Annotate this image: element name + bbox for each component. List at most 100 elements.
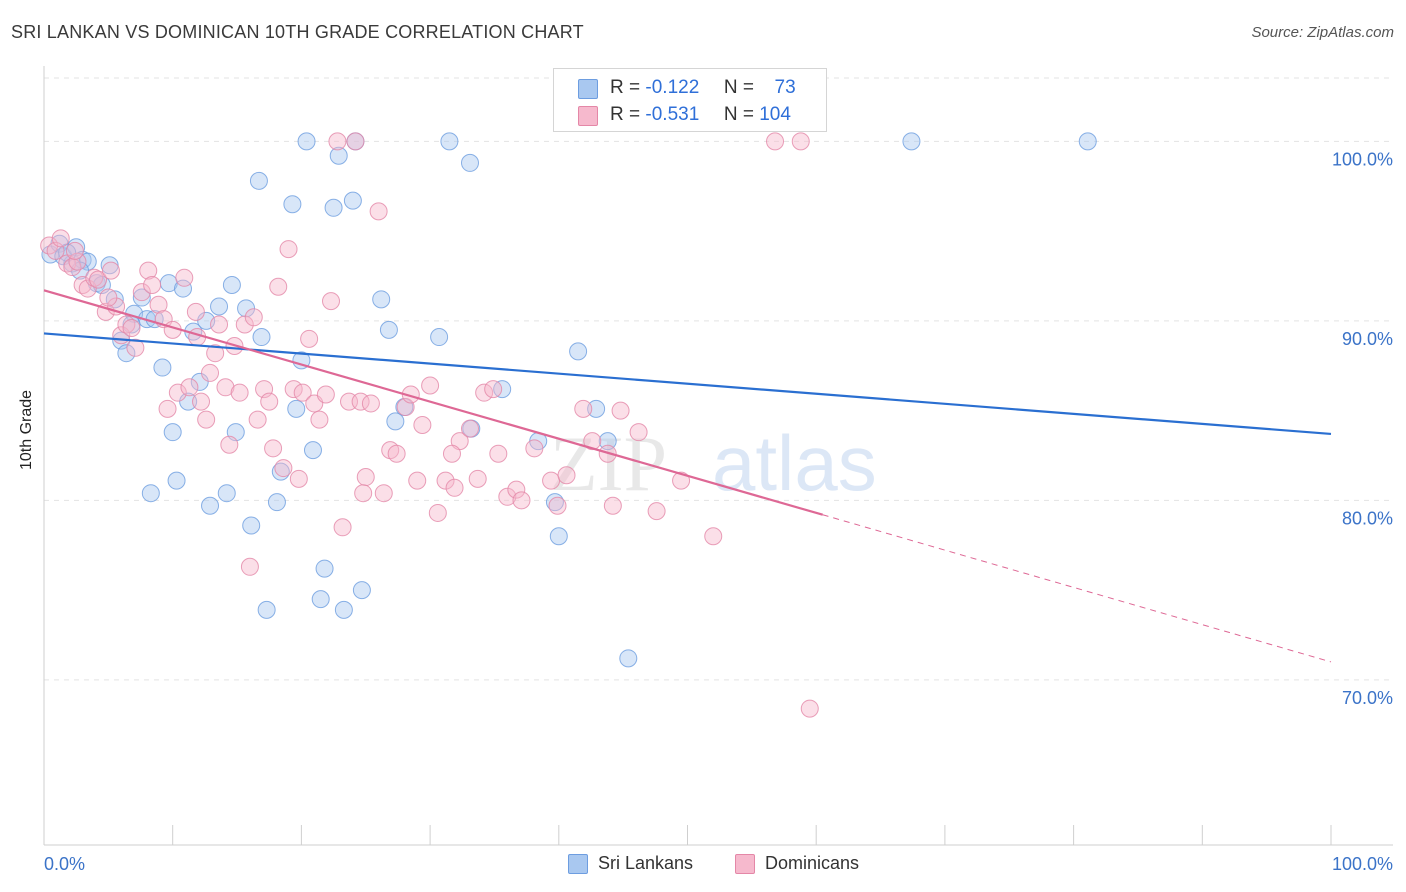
dominicans-point <box>168 383 187 402</box>
dominicans-point <box>117 315 136 334</box>
dominicans-point <box>68 252 87 271</box>
dominicans-point <box>647 502 666 521</box>
sri-lankans-point <box>598 432 617 451</box>
dominicans-point <box>284 380 303 399</box>
dominicans-point <box>525 439 544 458</box>
dominicans-point <box>542 471 561 490</box>
watermark: ZIP atlas <box>550 419 877 507</box>
dominicans-point <box>122 319 141 338</box>
sri-lankans-point <box>167 471 186 490</box>
dominicans-point <box>374 484 393 503</box>
dominicans-point <box>126 338 145 357</box>
dominicans-point <box>197 410 216 429</box>
dominicans-point <box>557 466 576 485</box>
dominicans-point <box>65 241 84 260</box>
sri-lankans-point <box>283 195 302 214</box>
dominicans-point <box>201 363 220 382</box>
dominicans-point <box>328 132 347 151</box>
dominicans-point <box>704 527 723 546</box>
dominicans-point <box>766 132 785 151</box>
dominicans-point <box>264 439 283 458</box>
dominicans-point <box>186 302 205 321</box>
r-value-sri-lankans: -0.122 <box>645 77 700 98</box>
dominicans-point <box>101 261 120 280</box>
dominicans-point <box>445 478 464 497</box>
sri-lankans-point <box>267 493 286 512</box>
sri-lankans-point <box>303 441 322 460</box>
y-tick-label: 90.0% <box>1342 329 1393 349</box>
dominicans-point <box>361 394 380 413</box>
x-tick-label-min: 0.0% <box>44 854 85 874</box>
dominicans-point <box>78 279 97 298</box>
sri-lankans-point <box>252 328 271 347</box>
sri-lankans-point <box>297 132 316 151</box>
sri-lankans-point <box>329 146 348 165</box>
dominicans-point <box>293 383 312 402</box>
dominicans-point <box>574 399 593 418</box>
sri-lankans-point <box>311 590 330 609</box>
dominicans-point <box>346 132 365 151</box>
sri-lankans-point <box>324 198 343 217</box>
source-label: Source: ZipAtlas.com <box>1251 24 1394 41</box>
sri-lankans-point <box>902 132 921 151</box>
dominicans-point <box>310 410 329 429</box>
r-value-dominicans: -0.531 <box>645 104 700 125</box>
sri-lankans-point <box>493 380 512 399</box>
n-label: N = <box>723 104 754 125</box>
dominicans-point <box>216 378 235 397</box>
dominicans-point <box>468 469 487 488</box>
y-tick-label: 100.0% <box>1332 149 1393 169</box>
dominicans-point <box>356 468 375 487</box>
dominicans-point <box>210 315 229 334</box>
sri-lankans-point <box>210 297 229 316</box>
dominicans-point <box>672 471 691 490</box>
dominicans-point <box>484 380 503 399</box>
dominicans-point <box>548 496 567 515</box>
dominicans-point <box>387 444 406 463</box>
sri-lankans-point <box>440 132 459 151</box>
dominicans-legend-swatch <box>735 854 755 874</box>
sri-lankans-point <box>1078 132 1097 151</box>
sri-lankans-point <box>619 649 638 668</box>
dominicans-point <box>180 378 199 397</box>
dominicans-point <box>240 557 259 576</box>
dominicans-point <box>442 444 461 463</box>
dominicans-point <box>206 344 225 363</box>
dominicans-point <box>603 496 622 515</box>
dominicans-point <box>475 383 494 402</box>
stats-legend: R = -0.122 N = 73 R = -0.531 N = 104 <box>553 68 827 132</box>
dominicans-point <box>149 295 168 314</box>
sri-lankans-point <box>430 328 449 347</box>
y-axis-label: 10th Grade <box>18 389 35 470</box>
sri-lankans-point <box>249 171 268 190</box>
dominicans-trend-extension <box>822 514 1332 663</box>
dominicans-point <box>289 469 308 488</box>
sri-lankans-point <box>190 372 209 391</box>
axes <box>43 66 1393 846</box>
dominicans-point <box>235 315 254 334</box>
dominicans-point <box>413 415 432 434</box>
dominicans-point <box>175 268 194 287</box>
sri-lankans-point <box>117 344 136 363</box>
sri-lankans-point <box>153 358 172 377</box>
sri-lankans-point <box>222 275 241 294</box>
dominicans-point <box>428 503 447 522</box>
dominicans-point <box>583 432 602 451</box>
sri-lankans-legend-label: Sri Lankans <box>598 853 694 873</box>
dominicans-point <box>421 376 440 395</box>
sri-lankans-point <box>460 153 479 172</box>
dominicans-point <box>460 419 479 438</box>
dominicans-point <box>611 401 630 420</box>
r-label: R = <box>610 77 641 98</box>
sri-lankans-legend-swatch <box>568 854 588 874</box>
dominicans-point <box>408 471 427 490</box>
r-label: R = <box>610 104 641 125</box>
sri-lankans-point <box>352 581 371 600</box>
sri-lankans-point <box>179 392 198 411</box>
sri-lankans-trend-line <box>43 332 1332 436</box>
dominicans-point <box>51 229 70 248</box>
chart-title: SRI LANKAN VS DOMINICAN 10TH GRADE CORRE… <box>11 22 584 42</box>
data-points <box>40 132 1097 718</box>
dominicans-point <box>158 399 177 418</box>
